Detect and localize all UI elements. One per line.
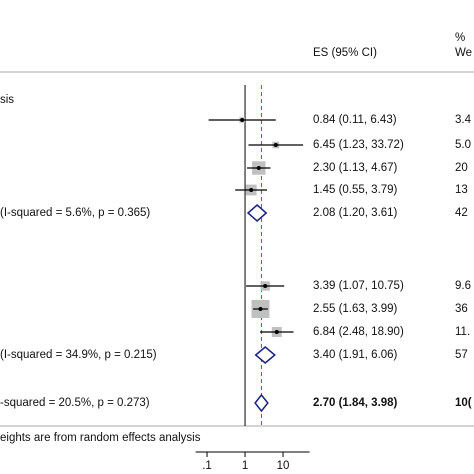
es-label: 3.39 (1.07, 10.75) <box>313 280 404 292</box>
weight-header: We <box>455 47 472 59</box>
footnote: eights are from random effects analysis <box>0 432 201 444</box>
point-estimate <box>273 143 278 147</box>
es-label: 2.30 (1.13, 4.67) <box>313 162 398 174</box>
es-label: 2.70 (1.84, 3.98) <box>313 397 398 409</box>
point-estimate <box>249 188 254 192</box>
x-tick-label: 10 <box>277 460 290 472</box>
row-label: (I-squared = 5.6%, p = 0.365) <box>0 207 150 219</box>
diamond <box>254 393 269 413</box>
es-label: 1.45 (0.55, 3.79) <box>313 184 398 196</box>
weight-label: 13 <box>455 184 468 196</box>
diamond <box>254 346 276 364</box>
es-label: 0.84 (0.11, 6.43) <box>313 114 397 126</box>
es-label: 3.40 (1.91, 6.06) <box>313 349 398 361</box>
weight-header-top: % <box>455 32 465 44</box>
es-label: 6.84 (2.48, 18.90) <box>313 326 404 338</box>
point-estimate <box>256 166 261 170</box>
row-label: -squared = 20.5%, p = 0.273) <box>0 397 150 409</box>
weight-label: 20 <box>455 162 468 174</box>
weight-label: 5.0 <box>455 139 471 151</box>
weight-label: 36 <box>455 303 468 315</box>
point-estimate <box>263 284 268 288</box>
diamond <box>246 204 268 222</box>
weight-label: 9.6 <box>455 280 471 292</box>
weight-label: 57 <box>455 349 468 361</box>
weight-label: 10( <box>455 397 472 409</box>
es-label: 2.55 (1.63, 3.99) <box>313 303 398 315</box>
point-estimate <box>258 307 263 311</box>
point-estimate <box>240 118 245 122</box>
point-estimate <box>274 330 279 334</box>
weight-label: 42 <box>455 207 468 219</box>
x-tick-label: .1 <box>202 460 212 472</box>
group-label: sis <box>0 94 14 106</box>
es-label: 2.08 (1.20, 3.61) <box>313 207 398 219</box>
weight-label: 3.4 <box>455 114 472 126</box>
es-label: 6.45 (1.23, 33.72) <box>313 139 404 151</box>
x-tick-label: 1 <box>242 460 248 472</box>
weight-label: 11. <box>455 326 470 338</box>
es-header: ES (95% CI) <box>313 47 377 59</box>
row-label: (I-squared = 34.9%, p = 0.215) <box>0 349 157 361</box>
